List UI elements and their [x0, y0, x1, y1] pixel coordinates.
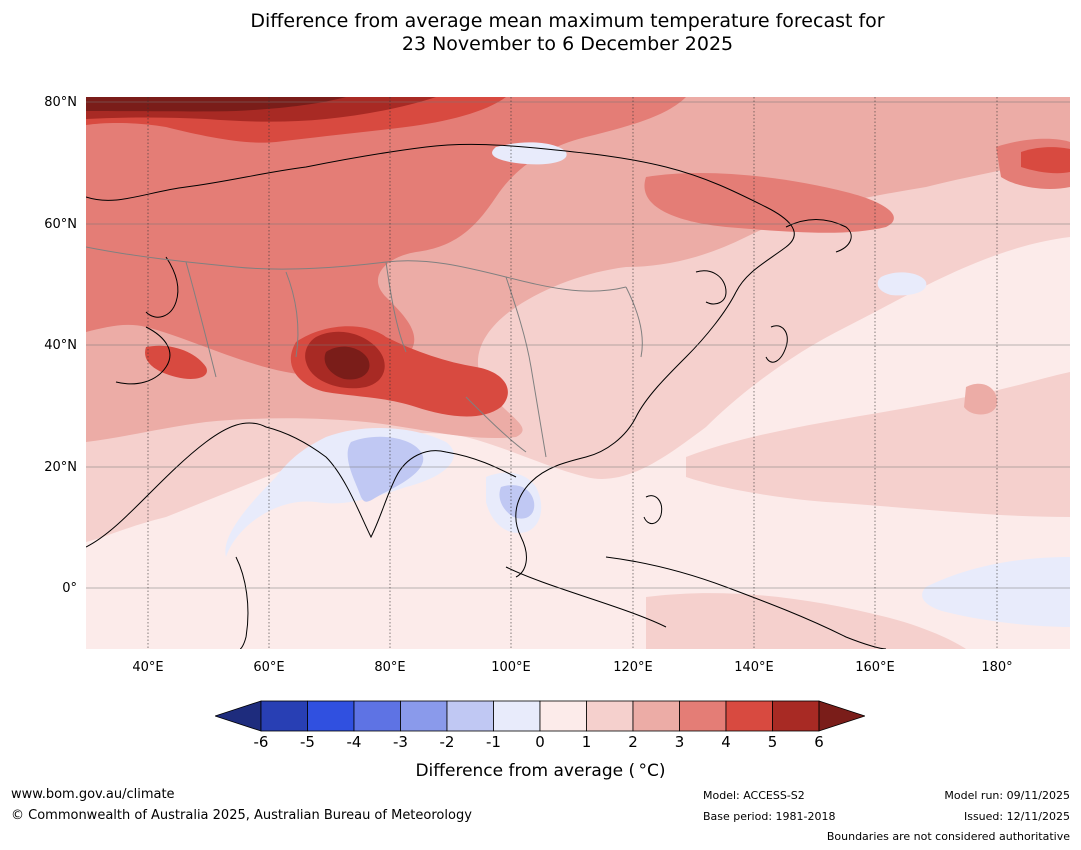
anomaly-band-3-4-northeast [644, 172, 894, 233]
colorbar-cell [772, 700, 820, 732]
lon-label-160e: 160°E [855, 660, 895, 675]
colorbar-extend-low [215, 700, 262, 732]
map-title: Difference from average mean maximum tem… [0, 10, 1081, 56]
colorbar-cell [632, 700, 680, 732]
map-canvas [86, 97, 1070, 649]
lat-label-60n: 60°N [44, 217, 77, 232]
colorbar-tick-label: 4 [721, 733, 731, 751]
colorbar-tick-label: 0 [535, 733, 545, 751]
colorbar-cell [493, 700, 541, 732]
footer-copyright: © Commonwealth of Australia 2025, Austra… [11, 808, 472, 823]
anomaly-band-minus-1-0-siberia [492, 142, 567, 165]
lat-label-0: 0° [62, 581, 77, 596]
anomaly-band-minus-2-1 [347, 436, 424, 502]
graticule [86, 101, 1070, 589]
colorbar-label: Difference from average ( °C) [415, 761, 666, 781]
colorbar-tick-label: -5 [300, 733, 315, 751]
colorbar-tick-label: -6 [253, 733, 269, 751]
country-borders [86, 246, 643, 458]
anomaly-band-1-2-south [646, 593, 966, 649]
colorbar-tick-label: 6 [814, 733, 824, 751]
lon-label-40e: 40°E [132, 660, 164, 675]
meridians [147, 97, 998, 649]
anomaly-band-minus-1-0-pacific [922, 557, 1070, 627]
footer-issued: Issued: 12/11/2025 [963, 810, 1070, 823]
colorbar-cell [353, 700, 401, 732]
colorbar-tick-label: 3 [674, 733, 685, 751]
colorbar-extend-high [818, 700, 865, 732]
colorbar-tick-label: -2 [439, 733, 455, 751]
forecast-map [86, 97, 1070, 649]
colorbar-cell [446, 700, 494, 732]
lat-label-80n: 80°N [44, 95, 77, 110]
coastlines [86, 143, 887, 649]
colorbar-tick-label: -4 [346, 733, 362, 751]
colorbar-tick-label: 2 [628, 733, 638, 751]
footer-model-run: Model run: 09/11/2025 [944, 789, 1070, 802]
title-line-2: 23 November to 6 December 2025 [401, 33, 734, 55]
lon-label-180: 180° [981, 660, 1013, 675]
lon-label-60e: 60°E [253, 660, 285, 675]
lon-label-100e: 100°E [491, 660, 531, 675]
footer-base-period: Base period: 1981-2018 [703, 810, 836, 823]
colorbar [215, 700, 865, 732]
lat-label-20n: 20°N [44, 460, 77, 475]
footer-disclaimer: Boundaries are not considered authoritat… [826, 830, 1070, 843]
colorbar-cell [539, 700, 587, 732]
lat-label-40n: 40°N [44, 338, 77, 353]
colorbar-tick-label: 1 [581, 733, 592, 751]
footer-website[interactable]: www.bom.gov.au/climate [11, 787, 175, 802]
colorbar-cells [215, 700, 865, 732]
anomaly-band-above-6-tibet [324, 346, 370, 380]
anomaly-band-minus-1-0-north-pacific [877, 272, 927, 296]
anomaly-band-4-5-east [1021, 147, 1070, 174]
anomaly-band-4-5-west [145, 345, 207, 379]
colorbar-cell [725, 700, 773, 732]
colorbar-cell [260, 700, 308, 732]
colorbar-cell [307, 700, 355, 732]
anomaly-band-above-6 [86, 97, 346, 112]
colorbar-tick-label: -1 [486, 733, 501, 751]
anomaly-band-3-4 [86, 97, 686, 377]
colorbar-cell [400, 700, 448, 732]
title-line-1: Difference from average mean maximum tem… [250, 10, 885, 32]
footer-model: Model: ACCESS-S2 [703, 789, 805, 802]
colorbar-cell [679, 700, 727, 732]
anomaly-band-minus-2-1-indochina [499, 485, 535, 519]
colorbar-tick-label: 5 [767, 733, 778, 751]
colorbar-tick-label: -3 [393, 733, 408, 751]
anomaly-band-2-3-pacific [964, 383, 997, 415]
lon-label-120e: 120°E [613, 660, 653, 675]
lon-label-140e: 140°E [734, 660, 774, 675]
colorbar-cell [586, 700, 634, 732]
lon-label-80e: 80°E [374, 660, 406, 675]
